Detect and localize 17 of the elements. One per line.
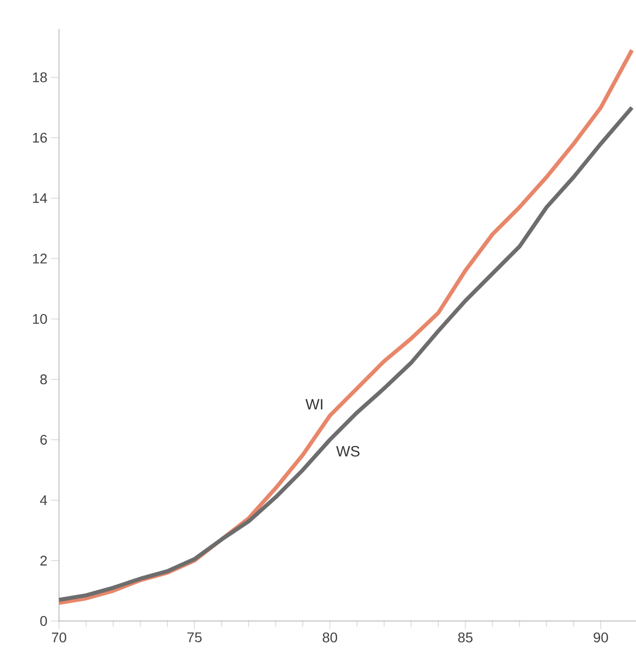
x-tick-label: 70 (52, 632, 66, 642)
y-tick-label: 4 (40, 495, 47, 505)
x-tick-label: 85 (458, 632, 472, 642)
y-tick-label: 16 (32, 132, 47, 143)
x-tick-label: 90 (594, 632, 608, 642)
series-label: WI (305, 399, 322, 410)
series-label: WS (336, 446, 360, 457)
y-tick-label: 8 (40, 374, 47, 384)
x-tick-label: 75 (187, 632, 202, 642)
y-tick-label: 10 (32, 314, 47, 324)
y-tick-label: 18 (32, 72, 47, 82)
y-tick-label: 14 (32, 193, 47, 203)
x-tick-label: 80 (322, 632, 338, 642)
y-tick-label: 12 (32, 254, 47, 264)
y-tick-label: 6 (40, 434, 47, 445)
y-tick-label: 2 (40, 556, 47, 566)
y-tick-label: 0 (40, 616, 47, 626)
